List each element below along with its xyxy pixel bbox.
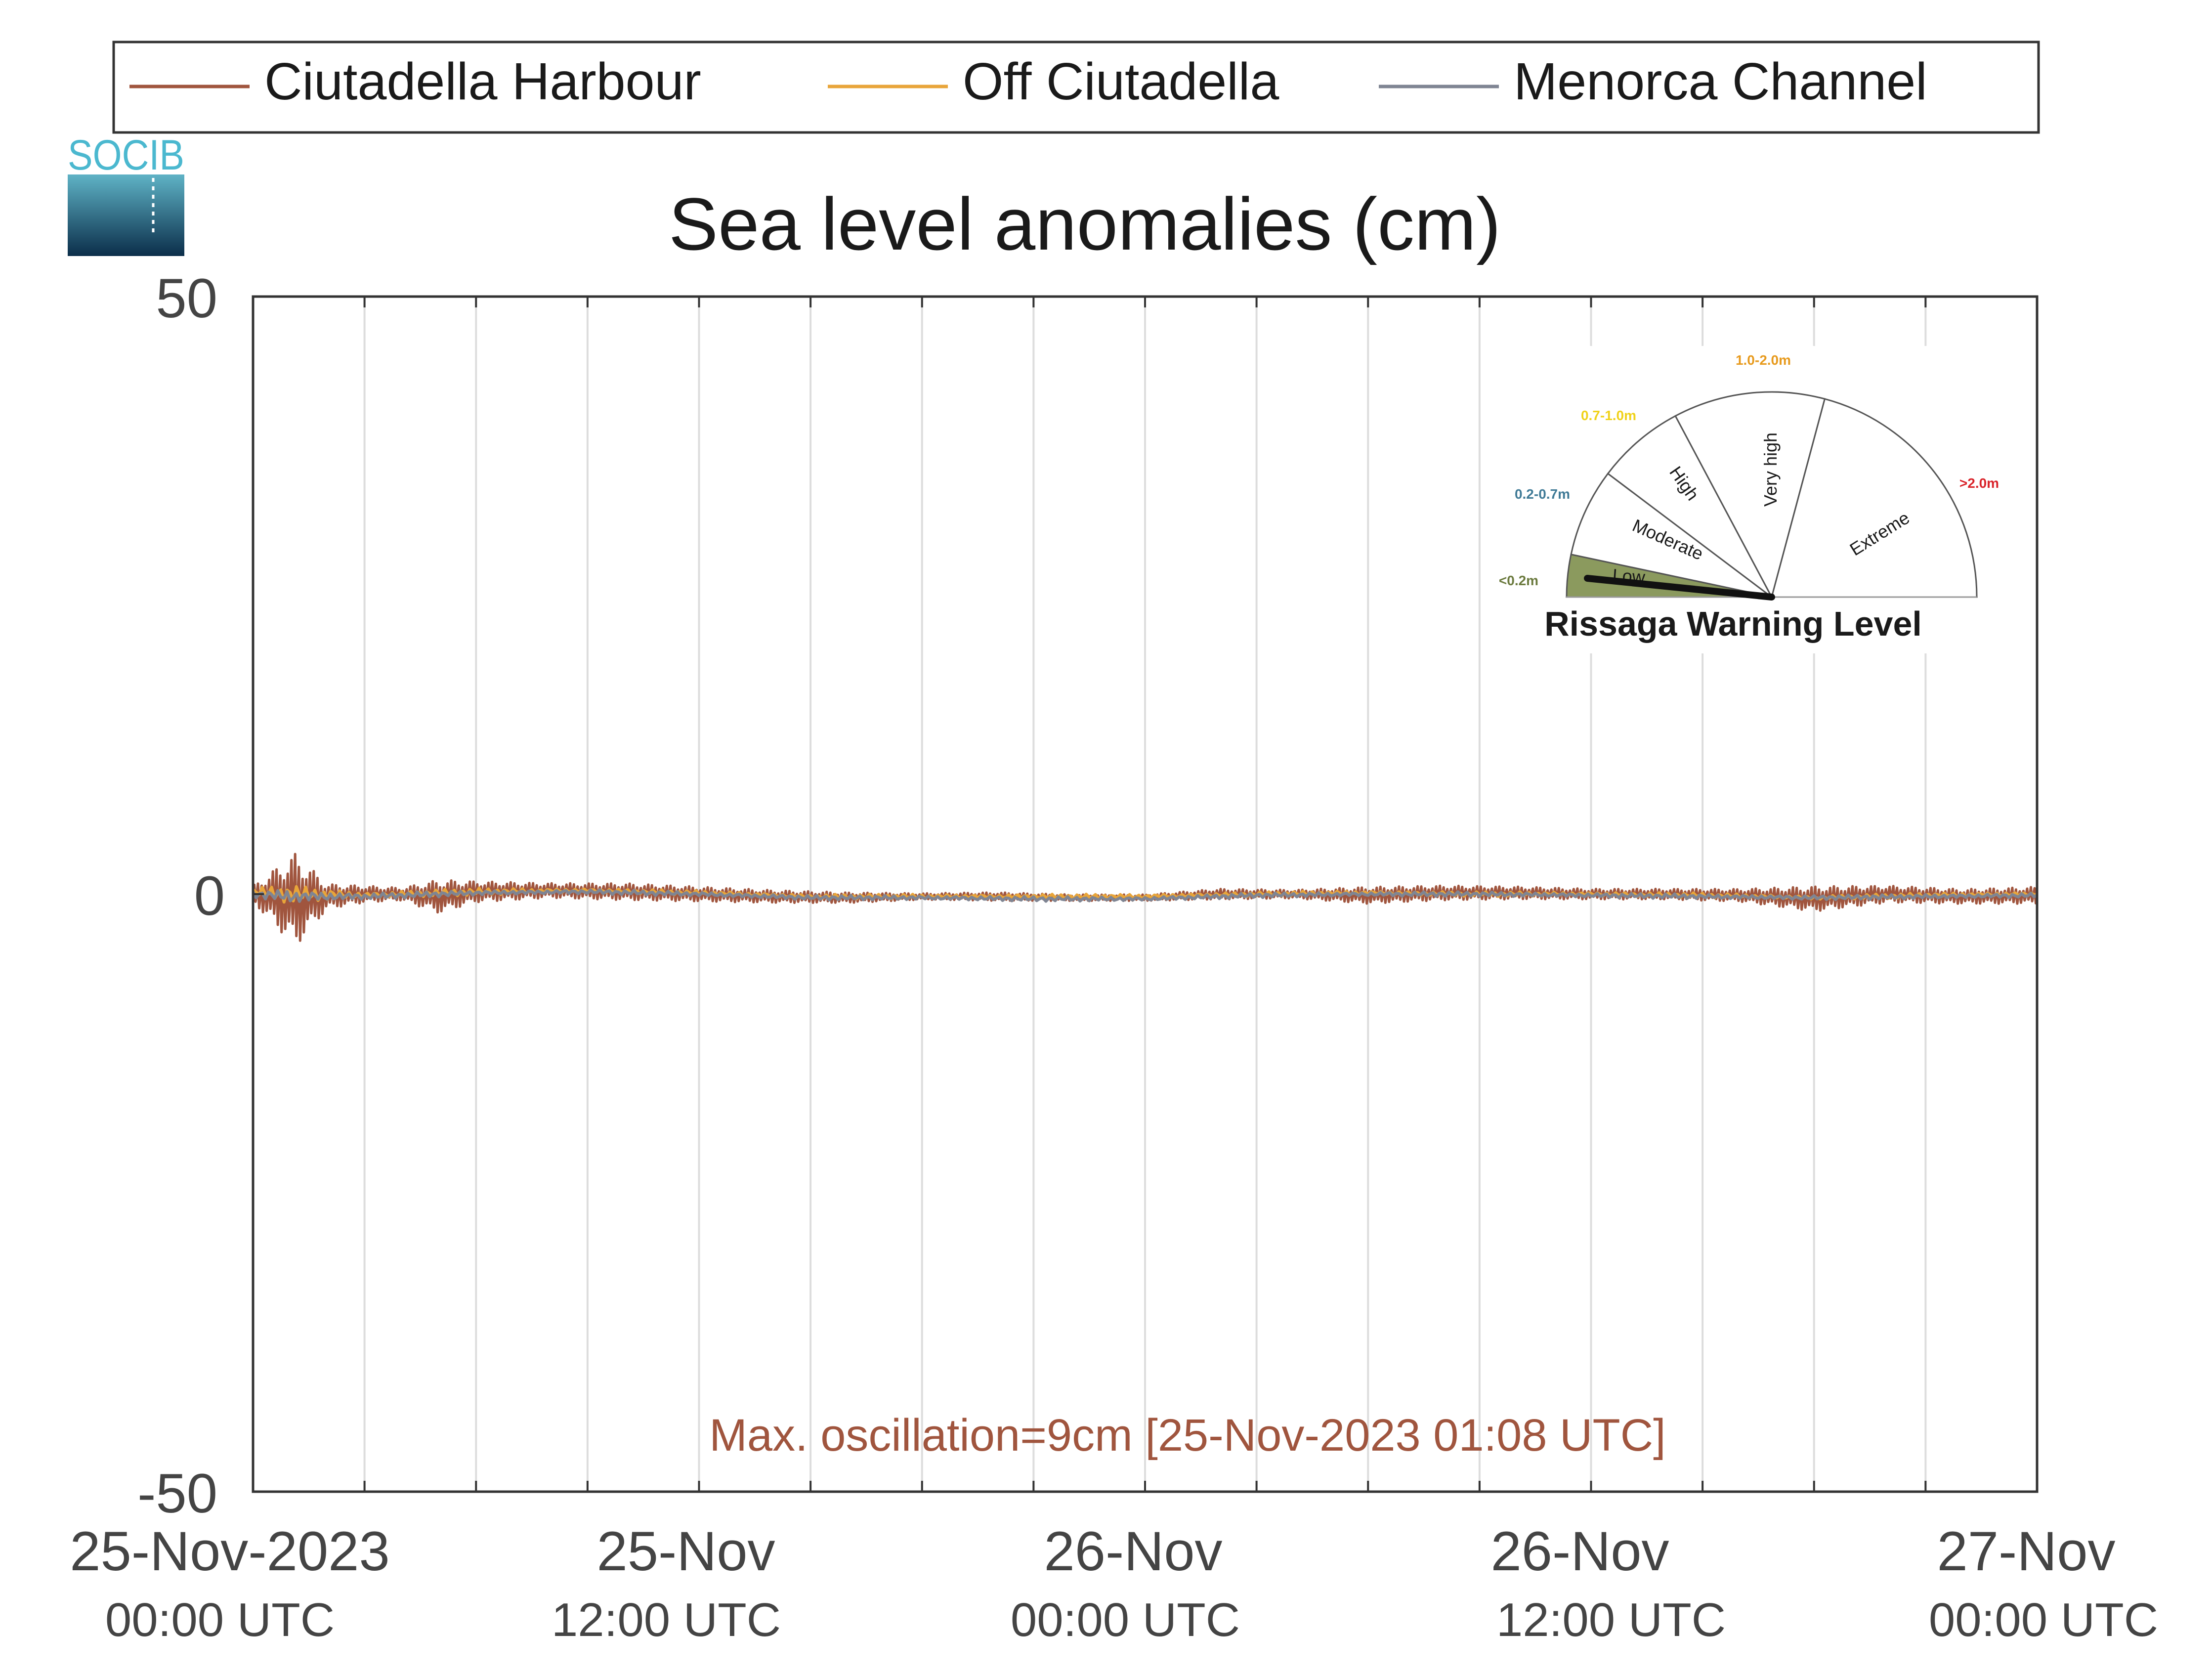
gauge-sector-high xyxy=(1607,415,1773,598)
legend-label-menorca-channel: Menorca Channel xyxy=(1514,52,1927,111)
series-layer xyxy=(252,853,2039,942)
gauge-range-extreme: >2.0m xyxy=(1959,475,1999,491)
x-tick-label-time: 00:00 UTC xyxy=(1011,1593,1240,1646)
max-oscillation-annotation: Max. oscillation=9cm [25-Nov-2023 01:08 … xyxy=(709,1410,1665,1461)
x-tick-label-time: 12:00 UTC xyxy=(1496,1593,1726,1646)
tick-marks xyxy=(253,296,1927,1493)
logo-text: SOCIB xyxy=(68,131,184,179)
legend: Ciutadella Harbour Off Ciutadella Menorc… xyxy=(112,41,2040,134)
x-tick-label-date: 27-Nov xyxy=(1937,1520,2115,1582)
gauge-needle xyxy=(1584,575,1775,601)
x-tick-label-date: 26-Nov xyxy=(1490,1520,1669,1582)
x-tick-label-date: 25-Nov-2023 xyxy=(70,1520,390,1582)
gauge-sector-very-high xyxy=(1674,391,1826,600)
x-tick-label-date: 26-Nov xyxy=(1044,1520,1222,1582)
gauge-sector-moderate xyxy=(1570,473,1772,598)
gauge-title: Rissaga Warning Level xyxy=(1544,604,1922,643)
legend-label-off-ciutadella: Off Ciutadella xyxy=(963,52,1279,111)
x-tick-label-time: 12:00 UTC xyxy=(552,1593,781,1646)
legend-label-ciutadella-harbour: Ciutadella Harbour xyxy=(264,52,701,111)
gauge-sectors xyxy=(1566,391,1978,600)
x-tick-label-time: 00:00 UTC xyxy=(105,1593,335,1646)
gauge-sector-label-very-high: Very high xyxy=(1760,432,1781,507)
y-tick-label: 50 xyxy=(156,267,217,329)
y-tick-label: -50 xyxy=(137,1463,217,1524)
gauge-range-high: 0.7-1.0m xyxy=(1581,408,1636,423)
gauge-range-very-high: 1.0-2.0m xyxy=(1736,352,1791,368)
series-line-menorca-channel xyxy=(252,888,2038,903)
socib-logo: SOCIB xyxy=(68,131,184,256)
gauge-range-moderate: 0.2-0.7m xyxy=(1515,486,1570,502)
chart-title: Sea level anomalies (cm) xyxy=(669,182,1501,265)
rissaga-warning-gauge: Low Moderate High Very high Extreme <0.2… xyxy=(1497,346,2019,653)
gauge-range-low: <0.2m xyxy=(1499,573,1538,588)
x-tick-label-date: 25-Nov xyxy=(596,1520,775,1582)
y-tick-label: 0 xyxy=(194,865,225,927)
x-tick-label-time: 00:00 UTC xyxy=(1929,1593,2158,1646)
gauge-sector-extreme xyxy=(1771,398,1978,598)
